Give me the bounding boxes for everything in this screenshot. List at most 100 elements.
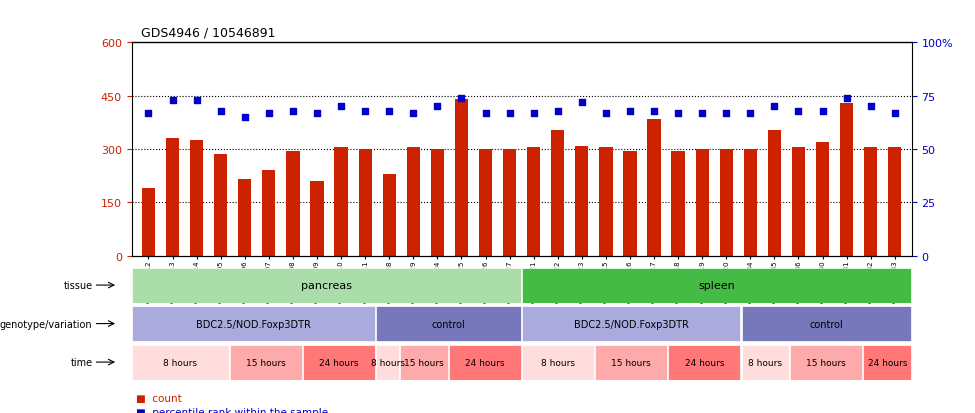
Bar [669,345,740,380]
Text: 24 hours: 24 hours [465,358,505,367]
Text: 15 hours: 15 hours [806,358,846,367]
Bar [166,139,179,256]
Text: 15 hours: 15 hours [405,358,444,367]
Point [502,110,518,117]
Text: 15 hours: 15 hours [246,358,286,367]
Bar [792,148,805,256]
Bar [523,306,740,341]
Point [838,95,854,102]
Bar [623,152,637,256]
Bar [596,345,667,380]
Point [140,110,156,117]
Text: control: control [809,319,843,329]
Point [285,108,300,115]
Point [791,108,806,115]
Bar [190,141,203,256]
Point [574,100,590,106]
Text: ■  percentile rank within the sample: ■ percentile rank within the sample [136,408,329,413]
Bar [575,146,589,256]
Bar [527,148,540,256]
Text: ■  count: ■ count [136,393,182,403]
Bar [334,148,348,256]
Text: tissue: tissue [63,280,93,290]
Bar [431,150,444,256]
Text: 15 hours: 15 hours [611,358,651,367]
Text: GDS4946 / 10546891: GDS4946 / 10546891 [141,26,276,39]
Bar [401,345,448,380]
Point [381,108,397,115]
Point [598,110,613,117]
Bar [647,120,661,256]
Bar [864,148,878,256]
Text: BDC2.5/NOD.Foxp3DTR: BDC2.5/NOD.Foxp3DTR [574,319,688,329]
Text: BDC2.5/NOD.Foxp3DTR: BDC2.5/NOD.Foxp3DTR [196,319,311,329]
Point [766,104,782,110]
Bar [672,152,684,256]
Point [261,110,277,117]
Text: 24 hours: 24 hours [684,358,724,367]
Bar [551,130,565,256]
Point [719,110,734,117]
Bar [454,100,468,256]
Point [694,110,710,117]
Point [358,108,373,115]
Point [670,110,685,117]
Bar [695,150,709,256]
Point [237,114,253,121]
Bar [133,345,228,380]
Point [430,104,446,110]
Bar [816,142,829,256]
Bar [376,345,399,380]
Text: control: control [432,319,465,329]
Text: 8 hours: 8 hours [541,358,575,367]
Bar [449,345,521,380]
Bar [742,345,789,380]
Bar [888,148,902,256]
Bar [523,268,911,303]
Bar [382,175,396,256]
Bar [407,148,420,256]
Bar [359,150,371,256]
Point [165,97,180,104]
Bar [791,345,862,380]
Bar [303,345,374,380]
Bar [141,189,155,256]
Point [309,110,325,117]
Point [622,108,638,115]
Point [213,108,228,115]
Text: 24 hours: 24 hours [319,358,359,367]
Bar [523,345,594,380]
Point [406,110,421,117]
Bar [744,150,757,256]
Bar [310,182,324,256]
Text: 8 hours: 8 hours [164,358,197,367]
Bar [742,306,911,341]
Text: spleen: spleen [698,280,735,290]
Bar [503,150,516,256]
Bar [767,130,781,256]
Text: 8 hours: 8 hours [370,358,405,367]
Point [815,108,831,115]
Bar [287,152,299,256]
Point [863,104,878,110]
Bar [479,150,492,256]
Point [550,108,566,115]
Bar [133,306,374,341]
Bar [230,345,301,380]
Point [453,95,469,102]
Bar [720,150,733,256]
Point [887,110,903,117]
Bar [262,171,276,256]
Point [646,108,662,115]
Point [333,104,349,110]
Bar [600,148,612,256]
Bar [214,155,227,256]
Point [526,110,541,117]
Text: 24 hours: 24 hours [868,358,907,367]
Bar [840,104,853,256]
Text: 8 hours: 8 hours [749,358,782,367]
Text: pancreas: pancreas [301,280,352,290]
Text: time: time [70,357,93,367]
Text: genotype/variation: genotype/variation [0,319,93,329]
Point [478,110,493,117]
